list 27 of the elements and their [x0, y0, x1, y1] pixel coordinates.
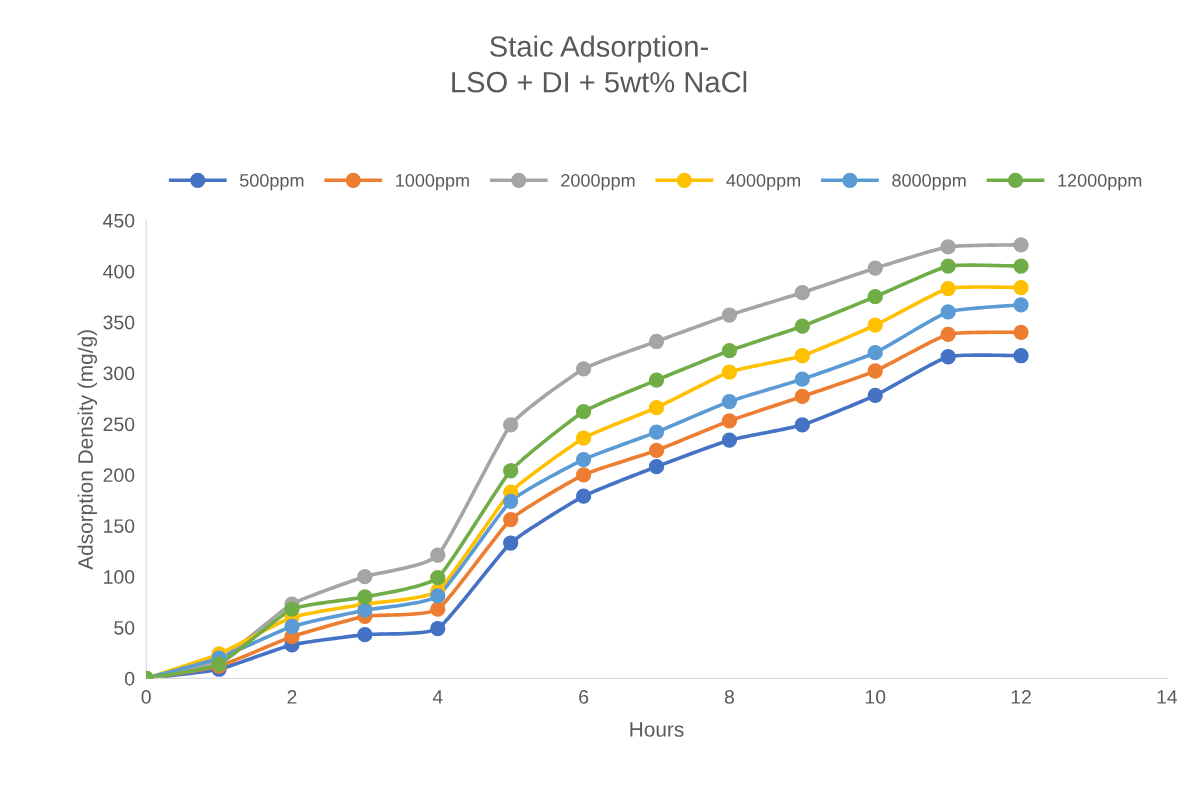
y-tick-label: 300	[103, 366, 135, 381]
y-tick-label: 450	[103, 213, 135, 228]
y-axis-title: Adsorption Density (mg/g)	[77, 330, 98, 570]
legend-label: 12000ppm	[1058, 174, 1142, 191]
legend-label: 1000ppm	[396, 174, 469, 191]
x-tick-label: 6	[579, 690, 589, 704]
x-tick-label: 4	[432, 690, 443, 704]
y-tick-label: 400	[103, 264, 135, 279]
legend-label: 4000ppm	[726, 174, 801, 191]
legend-label: 8000ppm	[892, 174, 966, 191]
x-tick-label: 10	[865, 690, 886, 704]
y-tick-label: 150	[104, 519, 135, 533]
y-tick-label: 350	[103, 315, 135, 330]
y-tick-label: 0	[124, 671, 135, 686]
y-tick-label: 50	[114, 620, 135, 635]
legend-label: 500ppm	[239, 174, 304, 191]
x-tick-label: 0	[141, 690, 151, 704]
chart-title: Staic Adsorption- LSO + DI + 5wt% NaCl	[452, 35, 747, 93]
y-tick-label: 200	[103, 468, 135, 483]
x-tick-label: 8	[724, 690, 734, 704]
x-tick-label: 14	[1157, 690, 1178, 704]
legend-label: 2000ppm	[561, 174, 635, 191]
x-tick-label: 12	[1011, 690, 1031, 704]
y-tick-label: 100	[104, 570, 135, 584]
x-axis-title: Hours	[630, 722, 684, 737]
x-tick-label: 2	[287, 690, 297, 704]
y-tick-label: 250	[103, 417, 135, 432]
